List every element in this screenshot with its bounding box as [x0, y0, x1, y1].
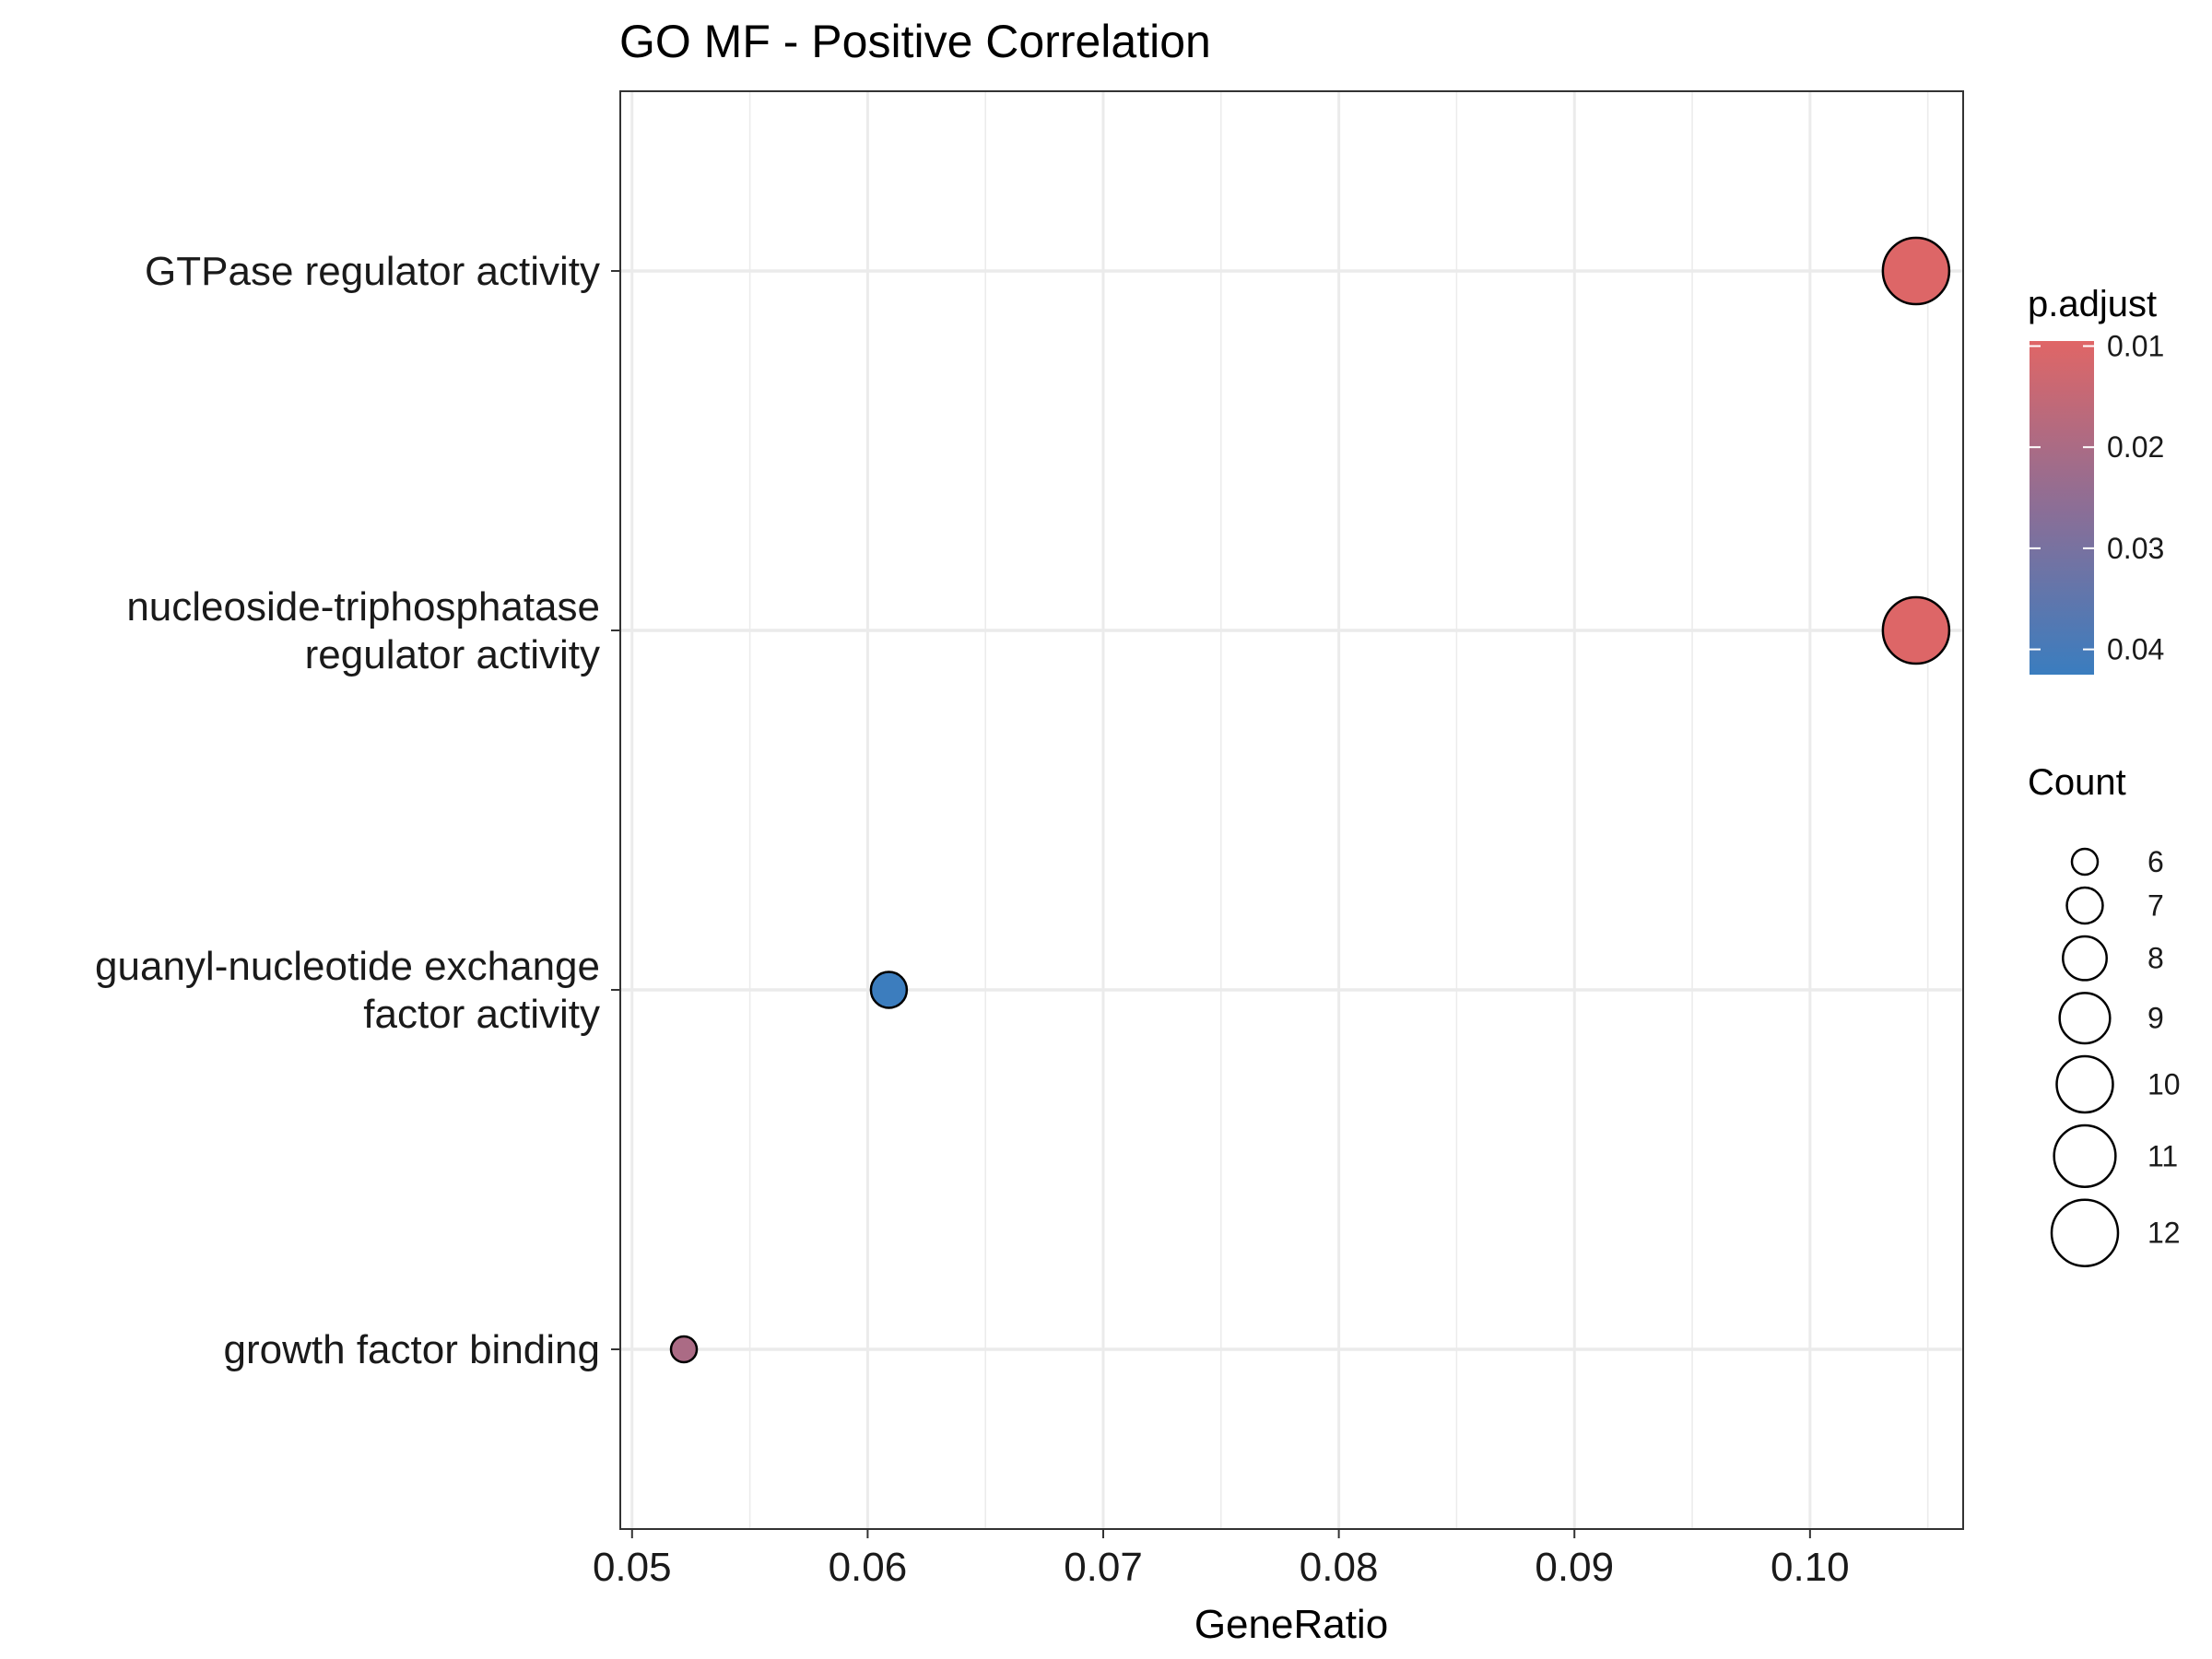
- color-legend-label: 0.03: [2107, 532, 2164, 565]
- x-axis-title: GeneRatio: [1194, 1602, 1388, 1647]
- size-legend-circle: [2062, 935, 2108, 982]
- color-legend-label: 0.04: [2107, 633, 2164, 666]
- plot-panel-border: [619, 90, 1964, 1530]
- x-tick-label: 0.10: [1771, 1545, 1850, 1590]
- data-point: [1881, 236, 1951, 306]
- x-axis: 0.05 0.06 0.07 0.08 0.09 0.10: [593, 1529, 1850, 1590]
- data-point: [869, 971, 909, 1009]
- color-legend: p.adjust 0.01 0.02 0.03 0.04: [2028, 284, 2164, 675]
- x-tick-label: 0.06: [829, 1545, 908, 1590]
- color-legend-label: 0.02: [2107, 430, 2164, 464]
- y-category-label: regulator activity: [305, 632, 600, 677]
- size-legend-circle: [2070, 847, 2100, 877]
- data-point: [1881, 595, 1951, 665]
- grid-lines: [620, 91, 1963, 1529]
- y-category-label: guanyl-nucleotide exchange: [95, 944, 600, 989]
- size-legend-label: 7: [2147, 888, 2164, 922]
- size-legend-label: 11: [2147, 1139, 2178, 1172]
- data-points: [669, 236, 1951, 1364]
- size-legend-circle: [2065, 886, 2104, 925]
- color-legend-title: p.adjust: [2028, 284, 2157, 324]
- size-legend-label: 6: [2147, 845, 2164, 878]
- size-legend-label: 10: [2147, 1068, 2181, 1101]
- size-legend-label: 12: [2147, 1217, 2181, 1250]
- y-category-label: nucleoside-triphosphatase: [126, 584, 600, 629]
- x-tick-label: 0.08: [1300, 1545, 1379, 1590]
- y-category-label: factor activity: [363, 992, 600, 1037]
- size-legend-circle: [2050, 1198, 2120, 1267]
- chart-title: GO MF - Positive Correlation: [619, 16, 1211, 67]
- y-category-label: growth factor binding: [224, 1327, 600, 1372]
- size-legend-circle: [2053, 1124, 2117, 1188]
- size-legend-circle: [2055, 1054, 2114, 1114]
- data-point: [669, 1335, 699, 1364]
- x-tick-label: 0.05: [593, 1545, 672, 1590]
- size-legend-label: 9: [2147, 1002, 2164, 1035]
- color-legend-label: 0.01: [2107, 329, 2164, 362]
- size-legend-label: 8: [2147, 942, 2164, 975]
- y-category-label: GTPase regulator activity: [145, 249, 600, 294]
- size-legend-title: Count: [2028, 762, 2126, 803]
- x-tick-label: 0.07: [1064, 1545, 1143, 1590]
- plot-panel-background: [620, 91, 1963, 1529]
- size-legend-circle: [2058, 992, 2112, 1045]
- size-legend: Count 6 7 8 9 10 11 12: [2028, 762, 2181, 1267]
- x-tick-label: 0.09: [1535, 1545, 1614, 1590]
- y-axis: GTPase regulator activity nucleoside-trip…: [95, 249, 620, 1372]
- color-bar: [2030, 341, 2094, 675]
